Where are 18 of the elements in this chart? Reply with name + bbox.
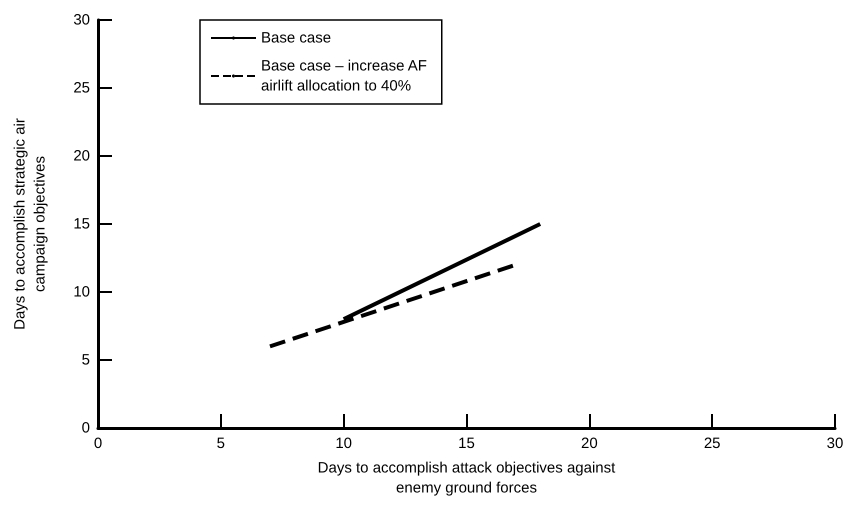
- y-tick-label: 15: [73, 216, 90, 232]
- legend-label: Base case: [261, 30, 332, 46]
- y-tick-label: 25: [73, 80, 90, 96]
- legend-label: Base case – increase AF airlift allocation to 40%: [261, 58, 427, 94]
- y-tick-label: 20: [73, 148, 90, 164]
- x-tick-label: 10: [335, 435, 352, 452]
- y-axis-title: Days to accomplish strategic air campaign objectives: [12, 118, 48, 330]
- x-tick-label: 25: [704, 435, 721, 452]
- x-tick-label: 30: [826, 435, 844, 452]
- y-tick-label: 5: [82, 352, 90, 368]
- y-tick-label: 10: [73, 284, 90, 300]
- y-tick-label: 0: [82, 420, 90, 436]
- x-tick-label: 15: [458, 435, 475, 452]
- x-tick-label: 5: [216, 435, 226, 452]
- x-tick-label: 20: [580, 435, 598, 452]
- x-tick-label: 0: [94, 435, 102, 452]
- x-axis-title: Days to accomplish attack objectives against enemy ground forces: [318, 460, 616, 496]
- y-tick-label: 30: [73, 12, 90, 28]
